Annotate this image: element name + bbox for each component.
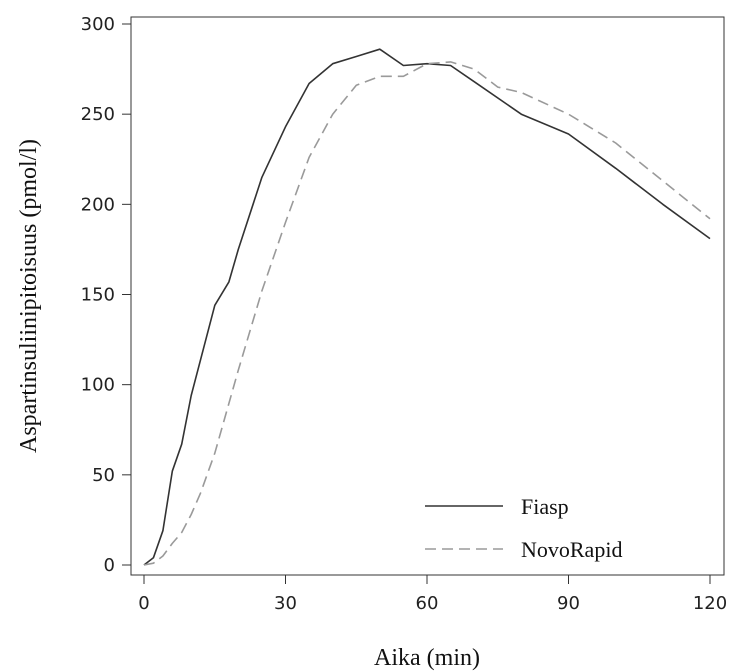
x-tick-label: 0 xyxy=(138,593,149,614)
y-tick-label: 250 xyxy=(81,104,115,125)
legend-label-novorapid: NovoRapid xyxy=(521,537,622,562)
x-tick-label: 30 xyxy=(274,593,297,614)
y-tick-label: 300 xyxy=(81,14,115,35)
x-tick-label: 120 xyxy=(693,593,727,614)
axis-ticks: 0 50 100 150 200 250 300 0 30 60 90 120 xyxy=(81,14,728,614)
series-line-novorapid xyxy=(144,62,710,565)
y-tick-label: 150 xyxy=(81,285,115,306)
y-tick-label: 200 xyxy=(81,194,115,215)
series-line-fiasp xyxy=(144,49,710,565)
y-tick-label: 50 xyxy=(92,465,115,486)
y-tick-label: 100 xyxy=(81,375,115,396)
y-tick-label: 0 xyxy=(104,555,115,576)
x-tick-label: 60 xyxy=(416,593,439,614)
legend: Fiasp NovoRapid xyxy=(425,494,622,562)
series-lines xyxy=(144,49,710,565)
legend-label-fiasp: Fiasp xyxy=(521,494,569,519)
y-axis-title: Aspartinsuliinipitoisuus (pmol/l) xyxy=(16,139,42,453)
x-axis-title: Aika (min) xyxy=(374,645,480,671)
x-tick-label: 90 xyxy=(557,593,580,614)
